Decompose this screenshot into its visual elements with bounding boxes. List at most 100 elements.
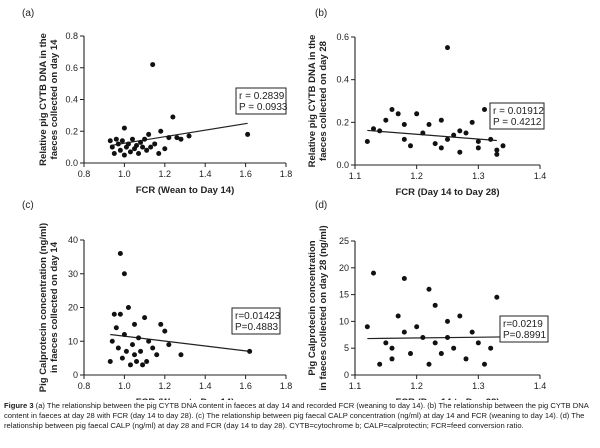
y-tick-label: 0 — [344, 370, 349, 380]
data-point — [389, 345, 395, 351]
data-point — [500, 143, 506, 149]
x-tick-label: 1.8 — [280, 381, 293, 391]
y-tick-label: 30 — [68, 269, 78, 279]
figure-canvas: (a) 0.8 1.0 1.2 1.4 1.6 1.8 0.0 0.2 0.4 0.6 0.8 FCR … — [22, 8, 549, 400]
x-axis-title: FCR (Wean to Day 14) — [136, 185, 235, 196]
x-tick-label: 1.2 — [159, 169, 172, 179]
data-point — [451, 345, 457, 351]
data-point — [132, 321, 137, 327]
data-point — [138, 348, 144, 354]
data-point — [150, 345, 156, 351]
y-tick-label: 0.2 — [336, 117, 349, 127]
y-tick-label: 15 — [339, 290, 349, 300]
y-tick-label: 0.6 — [336, 32, 349, 42]
data-point — [438, 117, 444, 123]
data-point — [174, 135, 180, 141]
data-point — [121, 332, 127, 337]
data-point — [109, 144, 115, 150]
data-point — [132, 352, 137, 358]
y-axis-title-line: faeces collected on day 28 — [318, 41, 329, 161]
data-point — [129, 136, 135, 142]
data-point — [158, 321, 164, 327]
y-tick-label: 40 — [68, 235, 78, 245]
data-point — [451, 132, 457, 138]
data-point — [127, 149, 133, 155]
data-point — [129, 342, 135, 348]
data-point — [401, 136, 407, 142]
x-tick-label: 1.0 — [118, 381, 131, 391]
data-point — [408, 351, 413, 357]
stats-p-value: P=0.4883 — [235, 322, 279, 333]
data-point — [162, 328, 168, 334]
data-point — [156, 150, 162, 156]
data-point — [494, 294, 500, 300]
data-point — [445, 136, 450, 142]
data-point — [432, 302, 438, 308]
data-point — [426, 361, 432, 367]
data-point — [158, 128, 164, 134]
caption-label: Figure 3 — [4, 401, 34, 410]
data-point — [142, 136, 148, 142]
x-tick-label: 1.4 — [534, 381, 547, 391]
data-point — [457, 313, 463, 319]
x-tick-label: 1.3 — [472, 381, 485, 391]
data-point — [117, 147, 123, 153]
x-tick-label: 1.3 — [472, 171, 485, 181]
y-tick-label: 10 — [339, 316, 349, 326]
figure-caption: Figure 3 (a) The relationship between th… — [4, 401, 596, 432]
data-point — [140, 144, 146, 150]
data-point — [377, 361, 383, 367]
x-tick-label: 1.6 — [239, 381, 252, 391]
data-point — [121, 152, 127, 158]
x-tick-label: 1.0 — [118, 169, 131, 179]
x-tick-label: 1.2 — [410, 171, 423, 181]
stats-box — [499, 315, 549, 343]
data-point — [170, 114, 176, 120]
data-point — [144, 147, 150, 153]
data-point — [401, 329, 407, 335]
data-point — [113, 136, 119, 142]
x-tick-label: 1.6 — [239, 169, 252, 179]
regression-line — [367, 336, 504, 340]
data-point — [364, 324, 370, 330]
data-point — [420, 130, 426, 136]
data-point — [475, 340, 481, 346]
y-tick-label: 0.4 — [336, 75, 349, 85]
x-tick-label: 1.1 — [349, 171, 362, 181]
x-tick-label: 0.8 — [78, 169, 91, 179]
data-point — [162, 146, 168, 152]
data-point — [146, 131, 152, 137]
x-axis-title: FCR (Day 14 to Day 28) — [395, 187, 499, 198]
data-point — [457, 149, 463, 155]
stats-r-value: r = 0.2839 — [239, 91, 285, 102]
x-tick-label: 1.1 — [349, 381, 362, 391]
data-point — [138, 139, 144, 145]
data-point — [127, 362, 133, 368]
data-point — [123, 348, 129, 354]
data-point — [154, 352, 160, 358]
y-tick-label: 0.0 — [336, 160, 349, 170]
data-point — [125, 305, 131, 310]
data-point — [119, 138, 125, 144]
y-tick-label: 0.2 — [65, 126, 78, 136]
data-point — [371, 270, 376, 276]
data-point — [111, 150, 117, 156]
panel-label: (d) — [315, 200, 327, 211]
y-tick-label: 0.8 — [65, 31, 78, 41]
data-point — [401, 276, 407, 282]
data-point — [140, 362, 146, 368]
y-axis-title-line: Pig Calprotecin concentration (ng/ml) — [38, 223, 49, 392]
data-point — [426, 286, 432, 292]
data-point — [445, 45, 450, 51]
panel-d: (d) 1.1 1.2 1.3 1.4 0 5 10 15 20 25 FCR (Day 14 to … — [307, 200, 549, 400]
data-point — [178, 352, 184, 358]
data-point — [494, 147, 500, 153]
data-point — [115, 345, 121, 351]
panel-c: (c) 0.8 1.0 1.2 1.4 1.6 1.8 0 10 20 30 40 FCR (Wean … — [22, 200, 292, 400]
data-point — [383, 340, 389, 346]
data-point — [107, 359, 113, 364]
stats-r-value: r=0.0219 — [503, 319, 543, 330]
data-point — [109, 338, 115, 344]
data-point — [119, 355, 125, 361]
panel-label: (a) — [22, 8, 34, 19]
